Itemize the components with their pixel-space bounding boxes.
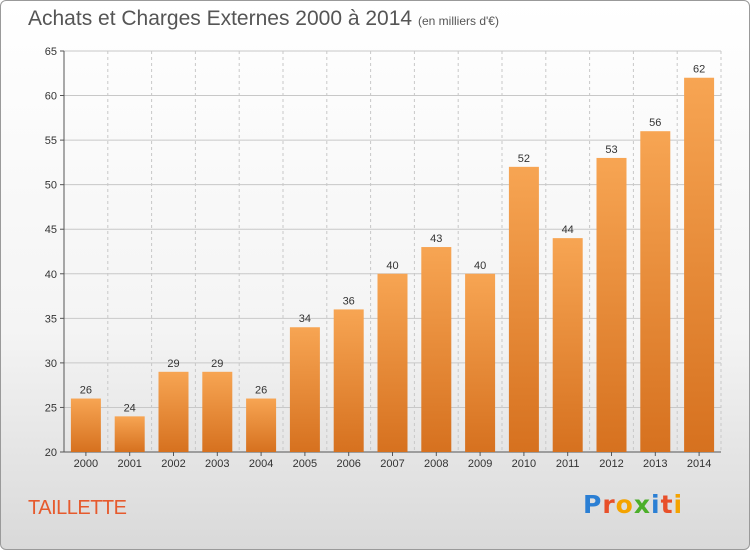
x-tick-label: 2013 (643, 458, 667, 470)
y-tick-label: 40 (45, 269, 57, 281)
logo-letter: P (583, 490, 603, 519)
bar (421, 247, 452, 452)
bar (289, 327, 320, 452)
chart-subtitle: (en milliers d'€) (418, 14, 499, 28)
logo-letter: o (615, 490, 634, 519)
bar (465, 273, 496, 452)
data-label: 52 (518, 153, 530, 165)
y-tick-label: 55 (45, 135, 57, 147)
chart-title: Achats et Charges Externes 2000 à 2014 (28, 7, 413, 30)
y-tick-label: 35 (45, 313, 57, 325)
bar (202, 371, 233, 452)
x-tick-label: 2014 (687, 458, 711, 470)
bar (596, 157, 627, 452)
bar (684, 77, 715, 452)
data-label: 44 (562, 224, 574, 236)
bars (70, 77, 715, 452)
data-label: 62 (693, 64, 705, 76)
logo-letter: t (660, 490, 674, 519)
data-label: 53 (605, 144, 617, 156)
x-tick-label: 2005 (293, 458, 317, 470)
proxiti-logo[interactable]: Proxiti (583, 490, 683, 519)
data-label: 26 (80, 385, 92, 397)
x-tick-label: 2010 (512, 458, 536, 470)
data-label: 29 (211, 358, 223, 370)
x-tick-label: 2004 (249, 458, 273, 470)
logo-letter: i (673, 490, 684, 519)
data-label: 26 (255, 385, 267, 397)
y-tick-label: 65 (45, 46, 57, 58)
y-tick-label: 20 (45, 447, 57, 459)
x-tick-label: 2011 (556, 458, 580, 470)
x-tick-label: 2009 (468, 458, 492, 470)
y-tick-label: 60 (45, 91, 57, 103)
x-tick-label: 2007 (380, 458, 404, 470)
logo-letter: r (602, 490, 616, 519)
bar (333, 309, 364, 452)
data-label: 40 (474, 260, 486, 272)
bar (158, 371, 189, 452)
x-tick-label: 2000 (74, 458, 98, 470)
y-tick-label: 25 (45, 402, 57, 414)
data-label: 34 (299, 313, 311, 325)
logo-letter: i (651, 490, 661, 519)
labels: 20 25 30 35 40 45 50 55 60 65 26 2000 24 2001 29 2002 29… (45, 46, 712, 470)
data-label: 43 (430, 233, 442, 245)
bar (377, 273, 408, 452)
data-label: 29 (167, 358, 179, 370)
x-tick-label: 2003 (205, 458, 229, 470)
x-tick-label: 2012 (599, 458, 623, 470)
x-tick-label: 2006 (336, 458, 360, 470)
commune-name: TAILLETTE (28, 497, 127, 519)
y-tick-label: 45 (45, 224, 57, 236)
bar (114, 416, 145, 452)
y-tick-label: 50 (45, 180, 57, 192)
bar (246, 398, 277, 452)
data-label: 40 (386, 260, 398, 272)
x-tick-label: 2002 (161, 458, 185, 470)
data-label: 56 (649, 117, 661, 129)
x-tick-label: 2008 (424, 458, 448, 470)
bar (70, 398, 101, 452)
bar (508, 166, 539, 452)
data-label: 24 (124, 402, 136, 414)
data-label: 36 (343, 295, 355, 307)
x-tick-label: 2001 (117, 458, 141, 470)
logo-letter: x (633, 490, 651, 519)
bar (640, 131, 671, 452)
bar (552, 238, 583, 452)
y-tick-label: 30 (45, 358, 57, 370)
